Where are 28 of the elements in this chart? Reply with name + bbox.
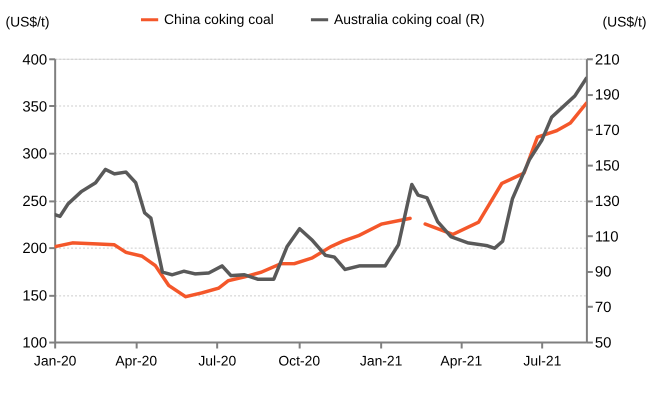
line-series bbox=[54, 76, 586, 281]
y2-tick-label: 210 bbox=[594, 52, 620, 68]
legend-label: China coking coal bbox=[164, 10, 274, 27]
y-tick-label: 100 bbox=[22, 336, 48, 352]
x-tick-label: Jan-20 bbox=[34, 352, 77, 368]
y2-tick-label: 50 bbox=[594, 336, 612, 352]
x-tick-label: Apr-20 bbox=[115, 352, 158, 368]
y-tick-label: 300 bbox=[22, 146, 48, 163]
x-tick-label: Jan-21 bbox=[360, 352, 403, 368]
y2-tick-label: 150 bbox=[594, 158, 620, 174]
y2-tick-label: 170 bbox=[594, 123, 620, 140]
x-tick-label: Oct-20 bbox=[278, 352, 320, 368]
y-tick-label: 350 bbox=[22, 99, 48, 116]
y-tick-label: 150 bbox=[22, 288, 48, 304]
y2-tick-label: 130 bbox=[594, 194, 620, 210]
y-tick-label: 400 bbox=[22, 52, 48, 68]
y2-tick-label: 70 bbox=[594, 300, 612, 316]
y2-tick-label: 190 bbox=[594, 88, 620, 104]
x-tick-label: Apr-21 bbox=[440, 352, 482, 368]
x-tick-label: Jul-20 bbox=[198, 352, 236, 368]
x-tick-label: Jul-21 bbox=[523, 352, 562, 368]
y2-tick-label: 90 bbox=[594, 264, 612, 281]
y2-tick-label: 110 bbox=[594, 229, 619, 246]
y-axis-title: (US$/t) bbox=[5, 13, 50, 30]
y-tick-label: 250 bbox=[22, 194, 48, 210]
legend-label: Australia coking coal (R) bbox=[334, 10, 485, 27]
y-tick-label: 200 bbox=[22, 241, 48, 258]
y2-axis-title: (US$/t) bbox=[602, 13, 647, 30]
